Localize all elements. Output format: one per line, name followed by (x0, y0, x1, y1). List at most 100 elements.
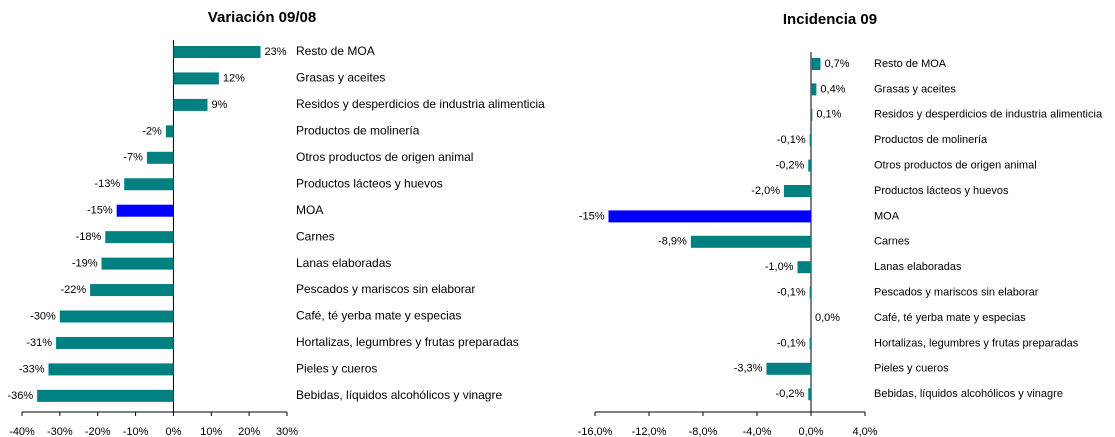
category-label: MOA (296, 203, 323, 217)
bar (811, 58, 821, 70)
value-label: 9% (212, 99, 228, 111)
bar (48, 363, 174, 376)
value-label: -19% (72, 258, 98, 270)
value-label: 0,7% (824, 58, 849, 70)
bar (808, 159, 811, 172)
category-label: Grasas y aceites (296, 71, 385, 85)
value-label: -7% (123, 152, 143, 164)
category-label: Otros productos de origen animal (874, 160, 1037, 172)
bar (105, 231, 174, 244)
value-label: -2% (142, 125, 162, 137)
bar (811, 83, 817, 96)
bar (809, 286, 811, 299)
category-label: Pescados y mariscos sin elaborar (296, 282, 475, 296)
category-label: MOA (874, 210, 900, 222)
value-label: -18% (76, 231, 102, 243)
category-label: Hortalizas, legumbres y frutas preparada… (296, 335, 519, 349)
bar (56, 336, 174, 349)
bar (797, 261, 811, 274)
bar (59, 310, 174, 323)
bar (173, 98, 208, 111)
category-label: Productos de molinería (874, 134, 988, 146)
value-label: 12% (223, 72, 245, 84)
category-label: Lanas elaboradas (296, 256, 391, 270)
bar (90, 284, 174, 297)
value-label: -0,2% (776, 160, 805, 172)
x-tick-label: 10% (200, 426, 222, 437)
x-tick-label: 0% (165, 426, 181, 437)
x-tick-label: -8,0% (689, 426, 718, 437)
bar (173, 46, 261, 58)
category-label: Hortalizas, legumbres y frutas preparada… (874, 337, 1079, 349)
bar (124, 178, 174, 191)
bar (608, 210, 811, 223)
value-label: -1,0% (765, 261, 794, 273)
category-label: Pescados y mariscos sin elaborar (874, 287, 1039, 299)
category-label: Bebidas, líquidos alcohólicos y vinagre (874, 388, 1063, 400)
category-label: Grasas y aceites (874, 83, 956, 95)
category-label: Resto de MOA (874, 58, 947, 70)
value-label: -33% (19, 363, 45, 375)
bar (690, 235, 811, 248)
category-label: Pieles y cueros (874, 363, 949, 375)
category-label: Carnes (874, 236, 910, 248)
bar (809, 337, 811, 350)
category-label: Café, té yerba mate y especias (296, 309, 461, 323)
category-label: Lanas elaboradas (874, 261, 962, 273)
bar (784, 185, 811, 197)
x-tick-label: 30% (276, 426, 298, 437)
category-label: Residos y desperdicios de industria alim… (296, 97, 545, 111)
x-tick-label: -40% (9, 426, 35, 437)
category-label: Pieles y cueros (296, 362, 377, 376)
category-label: Resto de MOA (296, 44, 375, 58)
value-label: -0,1% (777, 287, 806, 299)
x-tick-label: 20% (238, 426, 260, 437)
bar (37, 389, 174, 402)
bar (146, 151, 174, 164)
value-label: -0,1% (777, 134, 806, 146)
value-label: -0,2% (776, 388, 805, 400)
category-label: Residos y desperdicios de industria alim… (874, 109, 1103, 121)
value-label: -3,3% (734, 363, 763, 375)
category-label: Bebidas, líquidos alcohólicos y vinagre (296, 388, 502, 402)
bar (101, 257, 174, 270)
category-label: Café, té yerba mate y especias (874, 312, 1026, 324)
bar (809, 134, 811, 147)
chart-title: Incidencia 09 (783, 11, 877, 28)
category-label: Otros productos de origen animal (296, 150, 473, 164)
value-label: -30% (30, 310, 56, 322)
value-label: -15% (579, 210, 605, 222)
bar (116, 204, 174, 217)
x-tick-label: 4,0% (852, 426, 877, 437)
bar (766, 362, 811, 375)
value-label: -31% (26, 337, 52, 349)
value-label: 0,0% (815, 312, 840, 324)
x-tick-label: -30% (47, 426, 73, 437)
value-label: -8,9% (658, 236, 687, 248)
bar (811, 108, 813, 121)
value-label: -36% (7, 390, 33, 402)
x-tick-label: -10% (123, 426, 149, 437)
bar (808, 388, 811, 401)
value-label: 23% (265, 46, 287, 58)
value-label: -13% (95, 178, 121, 190)
value-label: -15% (87, 205, 113, 217)
x-tick-label: -20% (85, 426, 111, 437)
value-label: -2,0% (751, 185, 780, 197)
value-label: -0,1% (777, 337, 806, 349)
category-label: Productos de molinería (296, 124, 420, 138)
value-label: 0,4% (820, 83, 845, 95)
category-label: Productos lácteos y huevos (296, 176, 443, 190)
x-tick-label: -16,0% (578, 426, 613, 437)
value-label: 0,1% (816, 109, 841, 121)
category-label: Productos lácteos y huevos (874, 185, 1009, 197)
value-label: -22% (60, 284, 86, 296)
x-tick-label: 0,0% (798, 426, 823, 437)
chart-title: Variación 09/08 (208, 9, 316, 26)
category-label: Carnes (296, 229, 335, 243)
bar (165, 125, 174, 138)
bar (173, 72, 219, 85)
x-tick-label: -12,0% (632, 426, 667, 437)
x-tick-label: -4,0% (743, 426, 772, 437)
